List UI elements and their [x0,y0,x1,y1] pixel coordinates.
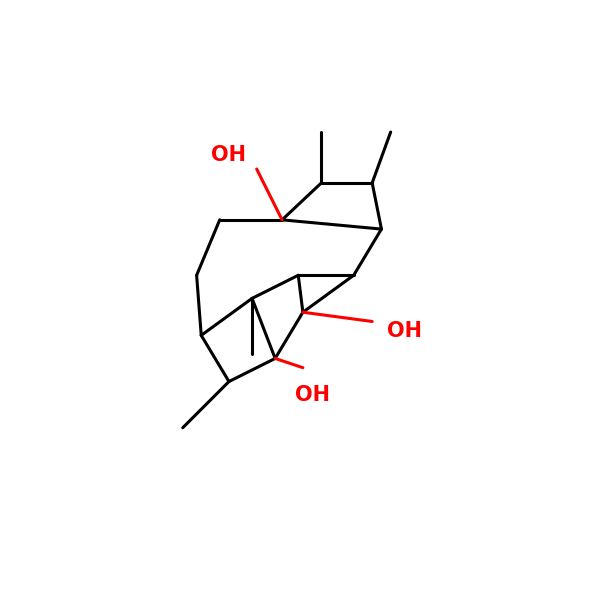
Text: OH: OH [387,321,422,341]
Text: OH: OH [211,145,247,165]
Text: OH: OH [295,385,329,406]
